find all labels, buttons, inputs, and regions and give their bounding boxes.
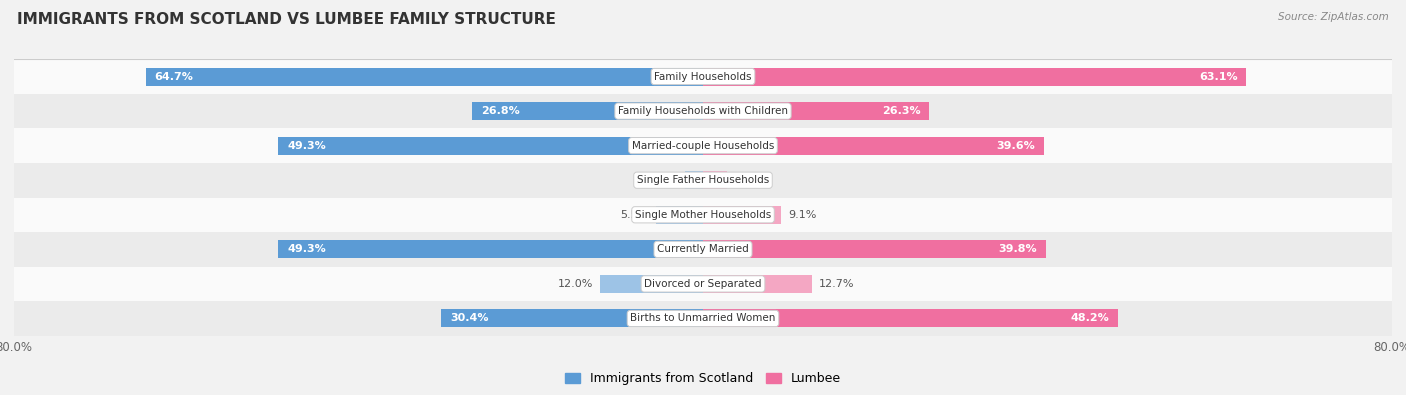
Bar [685, 171, 703, 189]
Bar [14, 163, 1392, 198]
Bar [703, 68, 1246, 85]
Bar [14, 267, 1392, 301]
Text: IMMIGRANTS FROM SCOTLAND VS LUMBEE FAMILY STRUCTURE: IMMIGRANTS FROM SCOTLAND VS LUMBEE FAMIL… [17, 12, 555, 27]
Bar [278, 240, 703, 258]
Bar [14, 128, 1392, 163]
Bar [703, 310, 1118, 327]
Text: Single Mother Households: Single Mother Households [636, 210, 770, 220]
Text: 49.3%: 49.3% [287, 141, 326, 150]
Text: 12.0%: 12.0% [557, 279, 593, 289]
Bar [703, 137, 1045, 154]
Text: Family Households: Family Households [654, 71, 752, 81]
Bar [703, 275, 813, 293]
Bar [278, 137, 703, 154]
Text: Currently Married: Currently Married [657, 245, 749, 254]
Bar [14, 198, 1392, 232]
Text: 5.5%: 5.5% [620, 210, 648, 220]
Text: 49.3%: 49.3% [287, 245, 326, 254]
Text: 12.7%: 12.7% [820, 279, 855, 289]
Text: Source: ZipAtlas.com: Source: ZipAtlas.com [1278, 12, 1389, 22]
Text: 2.1%: 2.1% [650, 175, 678, 185]
Text: 39.8%: 39.8% [998, 245, 1038, 254]
Text: Divorced or Separated: Divorced or Separated [644, 279, 762, 289]
Text: 26.8%: 26.8% [481, 106, 520, 116]
Bar [146, 68, 703, 85]
Text: 39.6%: 39.6% [997, 141, 1035, 150]
Bar [472, 102, 703, 120]
Text: 64.7%: 64.7% [155, 71, 193, 81]
Bar [703, 206, 782, 224]
Text: 48.2%: 48.2% [1071, 314, 1109, 324]
Text: 9.1%: 9.1% [789, 210, 817, 220]
Bar [14, 59, 1392, 94]
Bar [14, 232, 1392, 267]
Text: Births to Unmarried Women: Births to Unmarried Women [630, 314, 776, 324]
Text: 26.3%: 26.3% [882, 106, 921, 116]
Text: Married-couple Households: Married-couple Households [631, 141, 775, 150]
Legend: Immigrants from Scotland, Lumbee: Immigrants from Scotland, Lumbee [560, 367, 846, 390]
Bar [599, 275, 703, 293]
Bar [655, 206, 703, 224]
Text: 30.4%: 30.4% [450, 314, 488, 324]
Text: Single Father Households: Single Father Households [637, 175, 769, 185]
Bar [14, 94, 1392, 128]
Bar [441, 310, 703, 327]
Text: 63.1%: 63.1% [1199, 71, 1237, 81]
Bar [14, 301, 1392, 336]
Text: Family Households with Children: Family Households with Children [619, 106, 787, 116]
Bar [703, 102, 929, 120]
Bar [703, 171, 727, 189]
Bar [703, 240, 1046, 258]
Text: 2.8%: 2.8% [734, 175, 762, 185]
